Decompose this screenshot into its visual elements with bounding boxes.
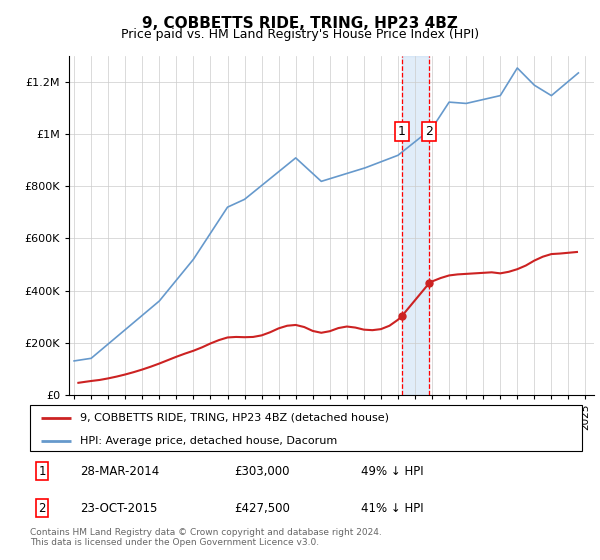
Text: 41% ↓ HPI: 41% ↓ HPI <box>361 502 424 515</box>
Text: 9, COBBETTS RIDE, TRING, HP23 4BZ: 9, COBBETTS RIDE, TRING, HP23 4BZ <box>142 16 458 31</box>
Text: 28-MAR-2014: 28-MAR-2014 <box>80 465 159 478</box>
Text: 2: 2 <box>38 502 46 515</box>
Text: Price paid vs. HM Land Registry's House Price Index (HPI): Price paid vs. HM Land Registry's House … <box>121 28 479 41</box>
Bar <box>402 56 429 395</box>
Text: 2: 2 <box>425 125 433 138</box>
Text: 23-OCT-2015: 23-OCT-2015 <box>80 502 157 515</box>
Text: 49% ↓ HPI: 49% ↓ HPI <box>361 465 424 478</box>
Text: 9, COBBETTS RIDE, TRING, HP23 4BZ (detached house): 9, COBBETTS RIDE, TRING, HP23 4BZ (detac… <box>80 413 389 423</box>
Text: 1: 1 <box>398 125 406 138</box>
Text: 1: 1 <box>38 465 46 478</box>
Text: Contains HM Land Registry data © Crown copyright and database right 2024.
This d: Contains HM Land Registry data © Crown c… <box>30 528 382 547</box>
Text: £303,000: £303,000 <box>234 465 290 478</box>
Text: HPI: Average price, detached house, Dacorum: HPI: Average price, detached house, Daco… <box>80 436 337 446</box>
Text: £427,500: £427,500 <box>234 502 290 515</box>
FancyBboxPatch shape <box>30 405 582 451</box>
